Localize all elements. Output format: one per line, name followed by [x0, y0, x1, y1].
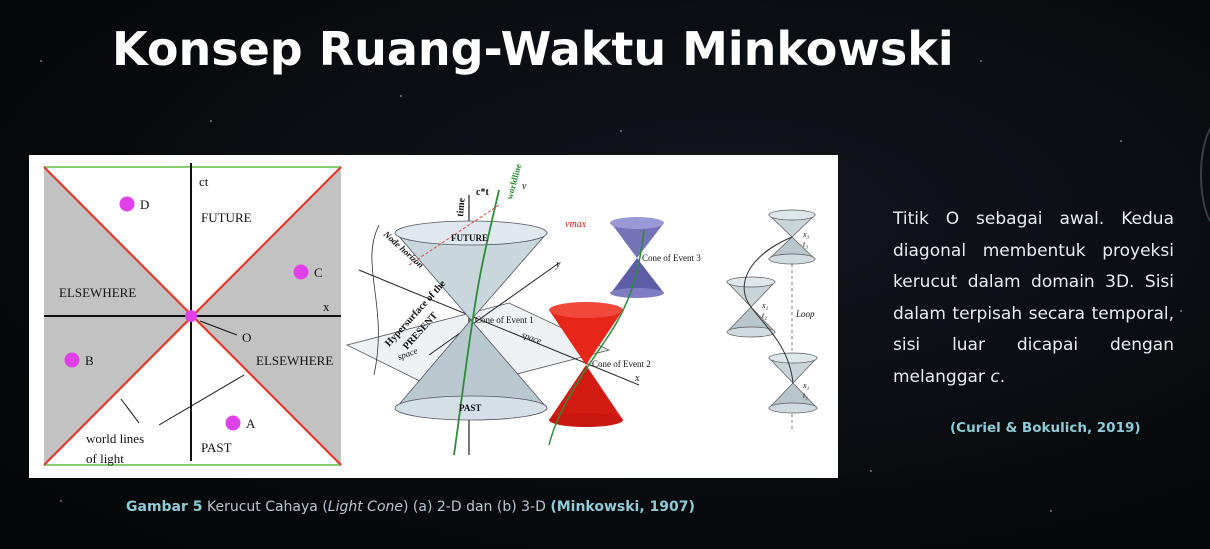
point-c	[293, 264, 309, 280]
vmax-label: vmax	[565, 219, 587, 230]
x2-label: x₂	[761, 301, 769, 310]
page-title: Konsep Ruang-Waktu Minkowski	[112, 22, 954, 76]
point-c-label: C	[314, 265, 323, 280]
v-label: v	[522, 181, 527, 192]
t3-label: t₃	[803, 240, 808, 249]
worldline-label: worldline	[504, 163, 523, 201]
time-label: time	[455, 197, 468, 217]
future-3d-label: FUTURE	[451, 233, 488, 243]
point-a	[225, 415, 241, 431]
caption-ref: (Minkowski, 1907)	[550, 499, 695, 515]
past-3d-label: PAST	[459, 403, 481, 413]
elsewhere-left-label: ELSEWHERE	[59, 285, 136, 300]
point-b-label: B	[85, 353, 94, 368]
y-axis-label: y	[555, 259, 561, 270]
x-axis-3d-label: x	[634, 373, 640, 384]
light-cone-figure: ct x FUTURE PAST ELSEWHERE ELSEWHERE O D…	[29, 155, 838, 478]
point-d-label: D	[140, 197, 149, 212]
caption-label: Gambar 5	[126, 499, 203, 515]
cone1-label: Cone of Event 1	[475, 315, 534, 325]
t2-label: t₂	[762, 311, 767, 320]
ct-axis-label: ct	[199, 174, 209, 189]
loop-label: Loop	[795, 309, 815, 319]
x1-label: x₁	[802, 381, 810, 390]
point-a-label: A	[246, 416, 256, 431]
x3-label: x₃	[802, 230, 810, 239]
elsewhere-right-label: ELSEWHERE	[256, 353, 333, 368]
point-b	[64, 352, 80, 368]
diagram-3d: time c*t worldline v vmax Node horizon F…	[345, 163, 701, 456]
cone3-label: Cone of Event 3	[642, 253, 701, 263]
t1-label: t₁	[803, 391, 808, 400]
citation: (Curiel & Bokulich, 2019)	[950, 420, 1141, 436]
of-light-label: of light	[86, 451, 124, 466]
diagram-2d: ct x FUTURE PAST ELSEWHERE ELSEWHERE O D…	[43, 163, 342, 466]
diagram-loop: x₃ t₃ x₂ t₂ x₁ t₁ Loop	[726, 209, 818, 430]
figure-caption: Gambar 5 Kerucut Cahaya (Light Cone) (a)…	[126, 499, 695, 515]
x-axis-label: x	[323, 299, 330, 314]
past-label: PAST	[201, 440, 232, 455]
origin-label: O	[242, 330, 251, 345]
future-label: FUTURE	[201, 210, 252, 225]
cone2-label: Cone of Event 2	[592, 359, 651, 369]
description-text: Titik O sebagai awal. Kedua diagonal mem…	[893, 209, 1174, 387]
world-lines-label: world lines	[86, 431, 144, 446]
decorative-arc	[1200, 120, 1210, 230]
ct-label: c*t	[476, 187, 489, 198]
point-d	[119, 196, 135, 212]
